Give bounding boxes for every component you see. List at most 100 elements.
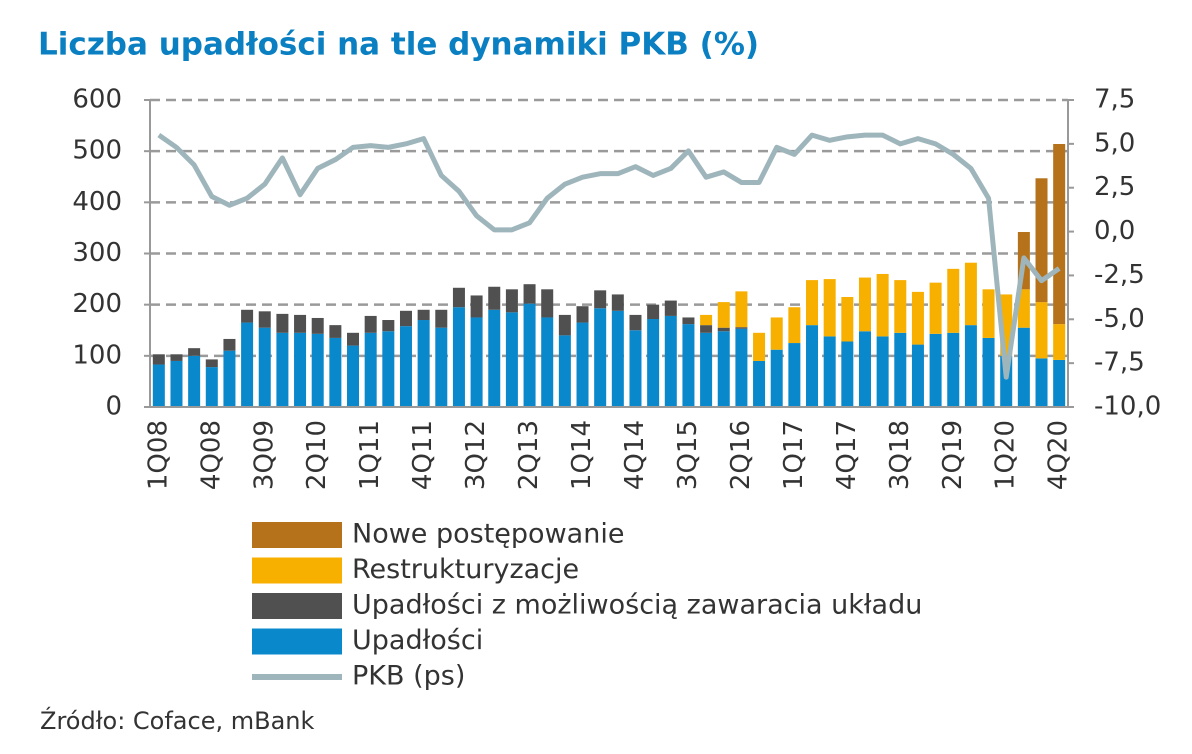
bar-segment xyxy=(611,294,624,311)
x-tick-label: 3Q18 xyxy=(885,420,915,490)
x-tick-label: 2Q10 xyxy=(302,420,332,490)
bar-segment xyxy=(488,309,501,407)
bar-segment xyxy=(205,359,218,368)
y-tick-label: 200 xyxy=(72,289,122,319)
bar-segment xyxy=(329,337,342,407)
x-tick-label: 2Q19 xyxy=(938,420,968,490)
bar-segment xyxy=(170,360,183,407)
legend-label: Restrukturyzacje xyxy=(352,554,579,585)
bar-segment xyxy=(417,320,430,407)
bar-segment xyxy=(347,332,360,346)
x-tick-label: 1Q14 xyxy=(567,420,597,490)
bar-segment xyxy=(576,322,589,407)
bar-segment xyxy=(523,303,536,407)
bar-segment xyxy=(435,309,448,328)
bar-segment xyxy=(258,327,271,407)
bar-segment xyxy=(876,336,889,407)
bar-segment xyxy=(929,333,942,407)
bar-segment xyxy=(682,317,695,325)
bar-segment xyxy=(911,344,924,407)
y2-tick-label: 2,5 xyxy=(1094,172,1135,202)
bar-segment xyxy=(505,289,518,313)
bar-segment xyxy=(700,332,713,407)
bar-segment xyxy=(788,307,801,344)
x-tick-label: 2Q16 xyxy=(726,420,756,490)
source-note: Źródło: Coface, mBank xyxy=(40,706,314,735)
bar-segment xyxy=(364,332,377,407)
x-tick-label: 3Q12 xyxy=(461,420,491,490)
bar-segment xyxy=(258,311,271,328)
x-tick-label: 3Q09 xyxy=(249,420,279,490)
y-tick-label: 0 xyxy=(105,392,122,422)
bar-segment xyxy=(523,284,536,304)
bar-segment xyxy=(717,327,730,332)
x-tick-label: 1Q17 xyxy=(779,420,809,490)
bar-segment xyxy=(664,315,677,407)
bar-segment xyxy=(735,327,748,329)
x-tick-label: 4Q08 xyxy=(196,420,226,490)
bar-segment xyxy=(1053,144,1066,325)
bar-segment xyxy=(1017,327,1030,407)
bar-segment xyxy=(152,354,165,365)
y-tick-label: 100 xyxy=(72,340,122,370)
bar-segment xyxy=(629,330,642,407)
bar-segment xyxy=(700,314,713,326)
bar-segment xyxy=(894,332,907,407)
y2-tick-label: 7,5 xyxy=(1094,85,1135,115)
bar-segment xyxy=(611,310,624,407)
bar-segment xyxy=(823,336,836,407)
bar-segment xyxy=(700,325,713,333)
y2-tick-label: -2,5 xyxy=(1094,260,1145,290)
bar-segment xyxy=(735,328,748,407)
bar-segment xyxy=(1035,358,1048,407)
bar-segment xyxy=(505,312,518,407)
bar-segment xyxy=(470,295,483,318)
bar-segment xyxy=(488,286,501,310)
bar-segment xyxy=(399,326,412,407)
bar-segment xyxy=(241,309,254,323)
y2-tick-label: 0,0 xyxy=(1094,216,1135,246)
bar-segment xyxy=(294,314,307,333)
legend-swatch xyxy=(252,593,342,619)
legend-label: PKB (ps) xyxy=(352,661,465,692)
bar-segment xyxy=(1035,178,1048,303)
chart-title: Liczba upadłości na tle dynamiki PKB (%) xyxy=(38,27,759,63)
bar-segment xyxy=(717,331,730,407)
bar-segment xyxy=(806,280,819,326)
bar-segment xyxy=(399,310,412,327)
bar-segment xyxy=(558,314,571,336)
x-tick-label: 4Q20 xyxy=(1044,420,1074,490)
bar-segment xyxy=(788,343,801,407)
bar-segment xyxy=(858,277,871,332)
x-tick-label: 1Q11 xyxy=(355,420,385,490)
bar-segment xyxy=(329,325,342,338)
bar-segment xyxy=(841,341,854,407)
bar-segment xyxy=(806,325,819,407)
bar-segment xyxy=(347,345,360,407)
bar-segment xyxy=(753,332,766,361)
bar-segment xyxy=(823,279,836,337)
bar-segment xyxy=(452,307,465,407)
bar-segment xyxy=(964,262,977,326)
bar-segment xyxy=(947,268,960,333)
x-tick-label: 4Q11 xyxy=(408,420,438,490)
bar-segment xyxy=(894,280,907,333)
bar-segment xyxy=(911,291,924,345)
y-tick-label: 300 xyxy=(72,238,122,268)
x-tick-label: 4Q14 xyxy=(620,420,650,490)
bar-segment xyxy=(664,300,677,316)
bar-segment xyxy=(753,360,766,407)
bar-segment xyxy=(435,327,448,407)
bar-segment xyxy=(452,287,465,308)
bar-segment xyxy=(1035,302,1048,359)
bar-segment xyxy=(841,296,854,342)
bar-segment xyxy=(541,289,554,318)
y-tick-label: 400 xyxy=(72,187,122,217)
bar-segment xyxy=(311,333,324,407)
bar-segment xyxy=(152,364,165,407)
bar-segment xyxy=(1053,359,1066,407)
bar-segment xyxy=(982,337,995,407)
bar-segment xyxy=(276,332,289,407)
bar-segment xyxy=(1017,289,1030,328)
